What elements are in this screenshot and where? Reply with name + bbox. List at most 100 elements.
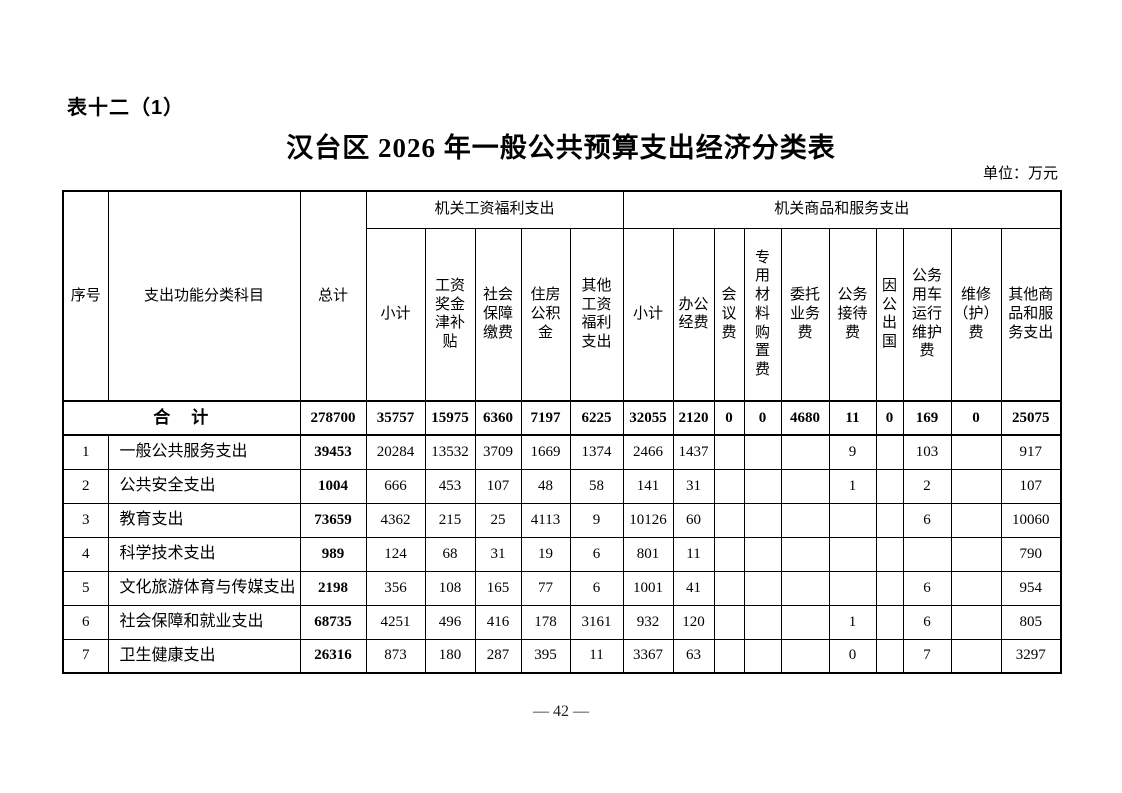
row-value: 790 xyxy=(1000,536,1062,572)
row-value: 1374 xyxy=(569,434,624,470)
row-serial: 6 xyxy=(62,604,109,640)
total-row-value: 7197 xyxy=(520,400,571,436)
row-value: 11 xyxy=(569,638,624,674)
row-value xyxy=(828,502,877,538)
table-label: 表十二（1） xyxy=(67,97,185,119)
row-value xyxy=(713,570,745,606)
total-row-value: 278700 xyxy=(299,400,367,436)
row-value: 801 xyxy=(622,536,674,572)
row-value xyxy=(780,468,830,504)
row-value xyxy=(875,434,904,470)
budget-table: 序号 支出功能分类科目 总计 机关工资福利支出 机关商品和服务支出 小计 工资 … xyxy=(62,190,1063,674)
row-value: 2 xyxy=(902,468,952,504)
row-value: 954 xyxy=(1000,570,1062,606)
row-value: 453 xyxy=(424,468,476,504)
row-value xyxy=(743,468,782,504)
row-value: 3161 xyxy=(569,604,624,640)
row-value: 10126 xyxy=(622,502,674,538)
row-value: 20284 xyxy=(365,434,426,470)
row-value: 3367 xyxy=(622,638,674,674)
row-category: 公共安全支出 xyxy=(107,468,301,504)
header-vehicle-operation: 公务 用车 运行 维护 费 xyxy=(902,227,952,402)
header-group-wage: 机关工资福利支出 xyxy=(365,190,624,229)
row-value: 805 xyxy=(1000,604,1062,640)
row-category: 教育支出 xyxy=(107,502,301,538)
row-value xyxy=(780,502,830,538)
table-row: 4 科学技术支出 989 124 68 31 19 6 801 11 790 xyxy=(62,536,1062,572)
row-value: 1004 xyxy=(299,468,367,504)
row-value xyxy=(950,536,1002,572)
row-value: 3297 xyxy=(1000,638,1062,674)
row-value xyxy=(875,570,904,606)
row-value xyxy=(875,638,904,674)
row-serial: 3 xyxy=(62,502,109,538)
row-value xyxy=(713,638,745,674)
row-value: 63 xyxy=(672,638,715,674)
total-row-value: 4680 xyxy=(780,400,830,436)
header-serial: 序号 xyxy=(62,190,109,402)
row-value xyxy=(950,638,1002,674)
row-value xyxy=(743,502,782,538)
header-wage-subtotal: 小计 xyxy=(365,227,426,402)
row-value xyxy=(780,570,830,606)
row-value: 215 xyxy=(424,502,476,538)
row-category: 文化旅游体育与传媒支出 xyxy=(107,570,301,606)
row-value xyxy=(950,434,1002,470)
row-value: 68 xyxy=(424,536,476,572)
header-total: 总计 xyxy=(299,190,367,402)
total-row-value: 2120 xyxy=(672,400,715,436)
row-value: 11 xyxy=(672,536,715,572)
row-value: 416 xyxy=(474,604,522,640)
total-row-value: 32055 xyxy=(622,400,674,436)
total-row-value: 15975 xyxy=(424,400,476,436)
row-value xyxy=(950,468,1002,504)
total-row-value: 169 xyxy=(902,400,952,436)
row-value xyxy=(780,434,830,470)
row-value: 31 xyxy=(474,536,522,572)
row-value xyxy=(828,536,877,572)
row-value: 68735 xyxy=(299,604,367,640)
row-value: 1669 xyxy=(520,434,571,470)
table-header: 序号 支出功能分类科目 总计 机关工资福利支出 机关商品和服务支出 小计 工资 … xyxy=(62,190,1062,402)
header-cols-row: 小计 工资 奖金 津补 贴 社会 保障 缴费 住房 公积 金 其他 工资 福利 … xyxy=(63,227,1062,402)
row-value xyxy=(875,536,904,572)
row-value: 4251 xyxy=(365,604,426,640)
row-value xyxy=(713,434,745,470)
row-value xyxy=(875,604,904,640)
row-value xyxy=(950,502,1002,538)
header-meeting-fee: 会 议 费 xyxy=(713,227,745,402)
table-body: 合 计 278700 35757 15975 6360 7197 6225 32055 2120… xyxy=(62,400,1062,674)
unit-note: 单位：万元 xyxy=(982,166,1058,182)
row-value: 4113 xyxy=(520,502,571,538)
row-value: 9 xyxy=(569,502,624,538)
row-value xyxy=(743,638,782,674)
row-category: 卫生健康支出 xyxy=(107,638,301,674)
row-value xyxy=(780,638,830,674)
row-category: 科学技术支出 xyxy=(107,536,301,572)
row-value: 1 xyxy=(828,468,877,504)
row-value: 496 xyxy=(424,604,476,640)
row-value xyxy=(828,570,877,606)
row-value: 2198 xyxy=(299,570,367,606)
row-value: 917 xyxy=(1000,434,1062,470)
header-category: 支出功能分类科目 xyxy=(107,190,301,402)
row-value: 124 xyxy=(365,536,426,572)
row-value xyxy=(713,604,745,640)
row-value: 4362 xyxy=(365,502,426,538)
row-category: 社会保障和就业支出 xyxy=(107,604,301,640)
row-value xyxy=(743,570,782,606)
total-row-value: 11 xyxy=(828,400,877,436)
row-serial: 7 xyxy=(62,638,109,674)
row-value xyxy=(713,536,745,572)
row-value: 1 xyxy=(828,604,877,640)
table-row: 2 公共安全支出 1004 666 453 107 48 58 141 31 1 2 107 xyxy=(62,468,1062,504)
page-title: 汉台区 2026 年一般公共预算支出经济分类表 xyxy=(286,133,836,163)
row-value: 666 xyxy=(365,468,426,504)
header-official-reception: 公务 接待 费 xyxy=(828,227,877,402)
row-value: 25 xyxy=(474,502,522,538)
row-value: 10060 xyxy=(1000,502,1062,538)
row-value xyxy=(743,604,782,640)
total-row-value: 0 xyxy=(875,400,904,436)
row-value: 932 xyxy=(622,604,674,640)
header-other-wage: 其他 工资 福利 支出 xyxy=(569,227,624,402)
